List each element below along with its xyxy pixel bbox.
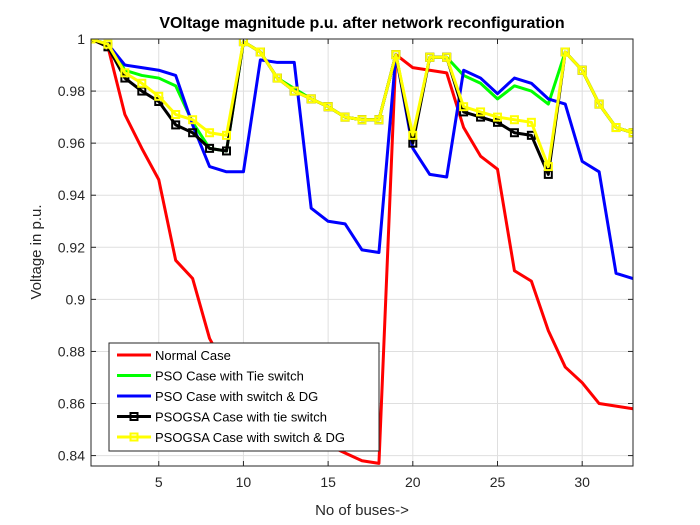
series-5-point	[543, 162, 553, 172]
series-4-point	[171, 120, 181, 130]
series-4-point	[509, 128, 519, 138]
series-4-point	[205, 143, 215, 153]
series-5-point	[306, 94, 316, 104]
legend-entry-4: PSOGSA Case with tie switch	[155, 410, 327, 425]
series-5-point	[154, 91, 164, 101]
series-5-point	[222, 130, 231, 140]
x-axis-label: No of buses->	[315, 502, 409, 519]
series-line-5	[91, 39, 633, 169]
series-line-1	[91, 39, 633, 465]
series-5-point	[103, 39, 113, 49]
axis-ticks: 5 10 15 20 25 30 0.84 0.86 0.88 0.9 0.92 0.94 0.96 0.…	[58, 31, 633, 490]
series-5-point	[611, 123, 621, 133]
series-5-point	[340, 112, 350, 122]
series-5-point	[323, 102, 333, 112]
series-5-point	[594, 99, 604, 109]
series-5-point	[374, 115, 384, 125]
series-5-point	[188, 115, 198, 125]
y-tick-label: 0.92	[58, 239, 85, 255]
series-4-point	[493, 117, 502, 127]
x-tick-label: 30	[574, 474, 590, 490]
series-5-point	[526, 117, 536, 127]
x-tick-label: 5	[155, 474, 163, 490]
series-5-point	[272, 73, 282, 83]
series-5-point	[509, 115, 519, 125]
series-line-3	[91, 39, 633, 280]
legend-box	[108, 342, 380, 452]
y-tick-label: 0.9	[66, 291, 86, 307]
x-tick-label: 10	[236, 474, 252, 490]
legend-entry-3: PSO Case with switch & DG	[155, 389, 318, 404]
series-5-point	[255, 47, 265, 57]
series-5-point	[205, 128, 215, 138]
x-tick-label: 25	[490, 474, 506, 490]
y-tick-label: 1	[77, 31, 85, 47]
series-5-point	[289, 86, 299, 96]
legend-entry-5: PSOGSA Case with switch & DG	[155, 430, 345, 445]
series-5-point	[408, 130, 418, 140]
series-5-point	[425, 52, 435, 62]
series-5-point	[120, 68, 130, 78]
series-4-point	[476, 112, 486, 122]
series-5-point	[476, 107, 486, 117]
y-tick-label: 0.94	[58, 187, 85, 203]
series-4-point	[222, 146, 231, 156]
series-4-point	[188, 128, 198, 138]
series-5-point	[171, 110, 181, 120]
series-5-point	[560, 47, 570, 57]
plot-frame	[90, 38, 634, 467]
series-5-point	[137, 78, 147, 88]
legend-marker-4	[129, 412, 139, 421]
y-tick-label: 0.98	[58, 83, 85, 99]
series-5-point	[493, 112, 502, 122]
series-5-point	[391, 50, 401, 60]
y-tick-label: 0.88	[58, 343, 85, 359]
legend-marker-5	[129, 432, 139, 442]
series-4-point	[459, 107, 469, 117]
series-5-point	[577, 65, 587, 75]
series-lines	[91, 39, 633, 465]
y-tick-label: 0.84	[58, 448, 85, 464]
series-5-point	[357, 115, 367, 125]
x-tick-label: 15	[320, 474, 336, 490]
series-5-point	[442, 52, 452, 62]
y-axis-label: Voltage in p.u.	[28, 204, 45, 299]
x-tick-label: 20	[405, 474, 421, 490]
series-5-point	[238, 39, 248, 47]
chart-title: VOltage magnitude p.u. after network rec…	[159, 15, 564, 32]
legend-entry-1: Normal Case	[155, 348, 231, 363]
series-5-point	[459, 102, 469, 112]
legend: Normal Case PSO Case with Tie switch PSO C…	[108, 342, 380, 452]
y-tick-label: 0.96	[58, 135, 85, 151]
y-tick-label: 0.86	[58, 396, 85, 412]
legend-entry-2: PSO Case with Tie switch	[155, 369, 304, 384]
series-5-point	[628, 128, 633, 138]
